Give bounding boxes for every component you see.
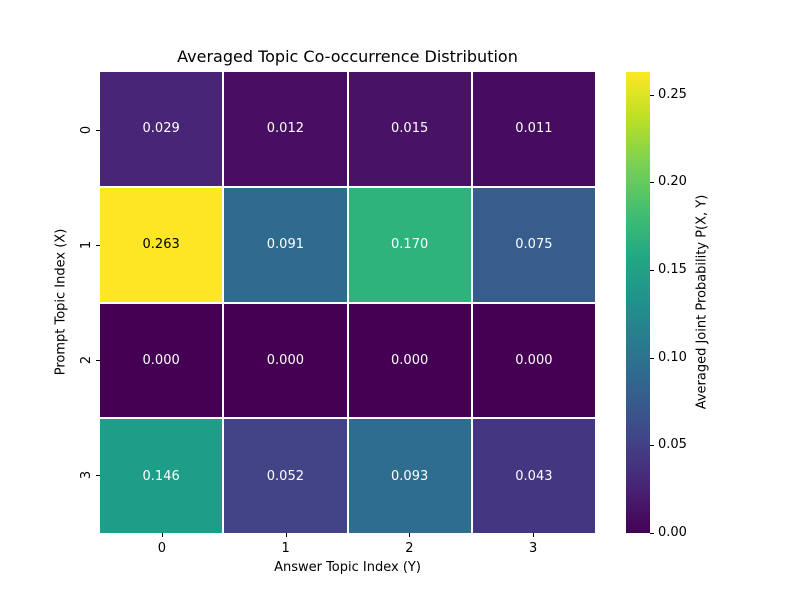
heatmap-cell-r2c0: 0.000 [100,303,223,418]
heatmap-cell-r3c2: 0.093 [348,419,471,533]
colorbar-tick-label: 0.00 [658,525,687,540]
heatmap-cell-r3c0: 0.146 [100,419,223,533]
colorbar-tick-mark [650,533,654,534]
y-tick-mark [96,360,100,362]
colorbar-tick-mark [650,445,654,447]
heatmap-cell-r1c2: 0.170 [348,187,471,302]
colorbar-tick-mark [650,270,654,272]
x-axis-label: Answer Topic Index (Y) [274,560,421,575]
colorbar-tick-mark [650,357,654,359]
y-tick-label: 2 [78,355,94,365]
x-tick-mark [285,533,287,537]
x-tick-label: 1 [281,541,290,556]
colorbar-tick-mark [650,94,654,96]
y-tick-mark [96,475,100,477]
x-tick-mark [161,533,163,537]
heatmap-cell-r1c3: 0.075 [472,187,595,302]
heatmap-cell-r2c1: 0.000 [224,303,347,418]
heatmap-cell-r1c1: 0.091 [224,187,347,302]
colorbar-tick-label: 0.25 [658,86,687,102]
y-tick-mark [96,244,100,246]
heatmap-cell-r2c2: 0.000 [348,303,471,418]
x-tick-label: 0 [157,541,167,556]
y-axis-label: Prompt Topic Index (X) [53,228,69,376]
colorbar-tick-label: 0.10 [658,349,687,365]
x-tick-label: 3 [528,541,538,556]
heatmap-cell-r2c3: 0.000 [472,303,595,418]
y-tick-mark [96,129,100,131]
chart-title: Averaged Topic Co-occurrence Distributio… [177,47,518,66]
x-tick-label: 2 [405,541,414,556]
y-tick-label: 0 [78,125,94,134]
y-tick-label: 3 [78,471,94,480]
heatmap-cell-r1c0: 0.263 [100,187,223,302]
y-tick-label: 1 [78,240,94,250]
heatmap-cell-r0c0: 0.029 [100,72,223,186]
heatmap-grid: 0.029 0.012 0.015 0.011 0.263 0.091 0.170 0.075… [100,72,595,533]
heatmap-cell-r3c1: 0.052 [224,419,347,533]
colorbar [626,72,650,533]
heatmap-cell-r3c3: 0.043 [472,419,595,533]
colorbar-tick-label: 0.05 [658,437,687,453]
heatmap-cell-r0c1: 0.012 [224,72,347,186]
colorbar-label: Averaged Joint Probability P(X, Y) [694,194,710,410]
x-tick-mark [409,533,411,537]
heatmap-cell-r0c2: 0.015 [348,72,471,186]
x-tick-mark [533,533,535,537]
colorbar-tick-label: 0.20 [658,174,687,190]
colorbar-tick-label: 0.15 [658,262,687,278]
heatmap-cell-r0c3: 0.011 [472,72,595,186]
colorbar-tick-mark [650,182,654,184]
